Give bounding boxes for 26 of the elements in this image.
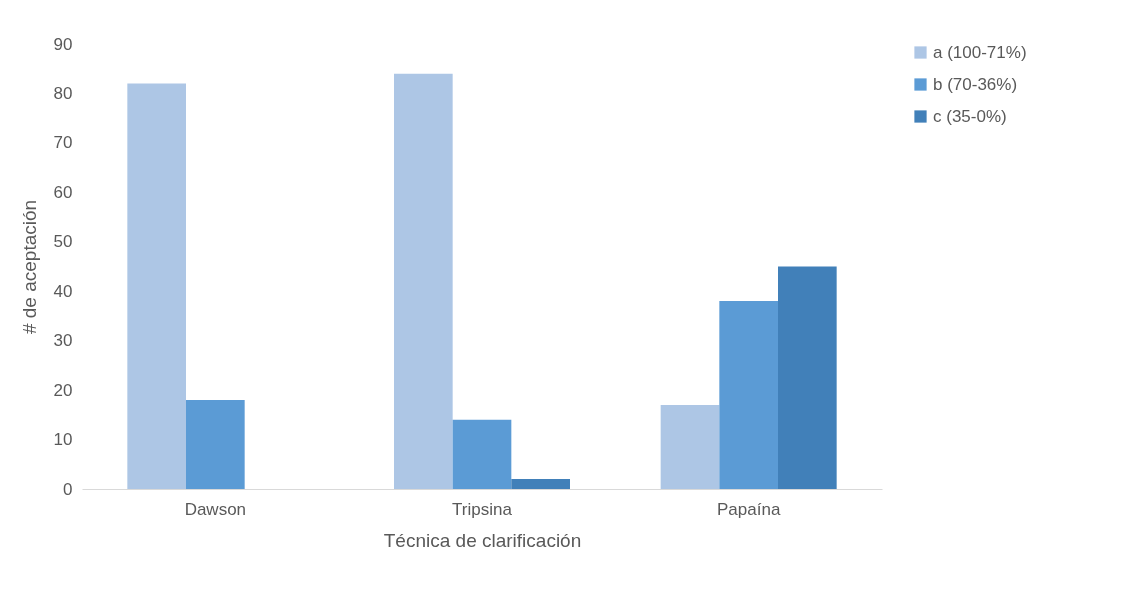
y-tick-label: 50 [53, 232, 73, 252]
bar [127, 83, 186, 489]
bar [660, 404, 720, 489]
x-tick-label: Papaína [716, 499, 781, 519]
y-tick-label: 30 [53, 331, 73, 351]
y-tick-label: 90 [53, 34, 73, 54]
x-axis-title: Técnica de clarificación [383, 529, 582, 551]
legend-label: b (70-36%) [933, 74, 1018, 94]
legend-label: c (35-0%) [933, 106, 1007, 126]
y-tick-label: 80 [53, 83, 73, 103]
bar [186, 400, 245, 489]
bar [719, 301, 778, 489]
y-tick-label: 40 [53, 281, 73, 301]
bar [778, 266, 837, 489]
bar [452, 419, 512, 489]
y-axis-title: # de aceptación [18, 199, 40, 335]
legend-label: a (100-71%) [933, 42, 1027, 62]
y-tick-label: 20 [53, 380, 73, 400]
bar [511, 479, 570, 489]
y-tick-label: 0 [63, 479, 73, 499]
x-tick-label: Dawson [184, 499, 247, 519]
y-tick-label: 60 [53, 182, 73, 202]
y-tick-label: 10 [53, 430, 73, 450]
x-tick-label: Tripsina [452, 499, 513, 519]
y-tick-label: 70 [53, 133, 73, 153]
bar [394, 73, 453, 489]
